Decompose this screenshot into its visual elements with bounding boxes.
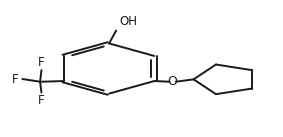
Text: F: F <box>38 94 45 107</box>
Text: F: F <box>38 56 45 69</box>
Text: O: O <box>168 75 177 88</box>
Text: OH: OH <box>119 15 137 28</box>
Text: F: F <box>12 72 19 85</box>
